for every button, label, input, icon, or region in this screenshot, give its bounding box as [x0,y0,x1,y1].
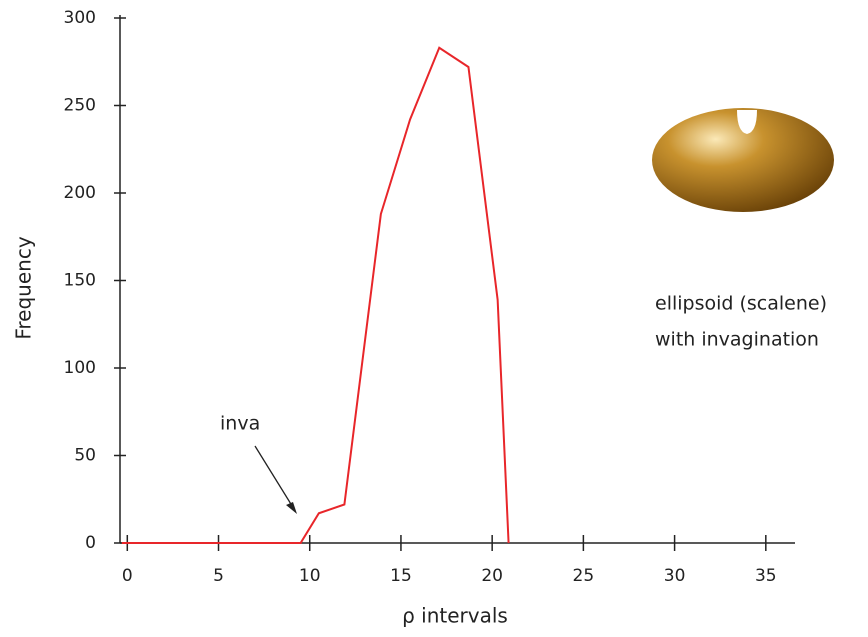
x-tick-label: 10 [299,566,321,586]
data-line [122,48,509,543]
chart: Frequency ρ intervals inva ellipsoid (sc… [0,0,868,637]
y-tick-label: 200 [64,183,96,203]
x-tick-label: 35 [755,566,777,586]
x-axis-title: ρ intervals [402,604,508,628]
x-tick-label: 30 [664,566,686,586]
ellipsoid-illustration [652,108,834,212]
x-tick-label: 15 [390,566,412,586]
x-tick-label: 20 [481,566,503,586]
annotation: inva [220,413,260,435]
y-tick-label: 50 [74,446,96,466]
annotation: with invagination [655,329,819,351]
x-tick-label: 5 [213,566,224,586]
annotation-arrow [255,446,297,514]
x-tick-label: 0 [122,566,133,586]
y-tick-label: 250 [64,96,96,116]
annotation: ellipsoid (scalene) [655,293,827,315]
y-tick-label: 0 [85,533,96,553]
y-axis-title: Frequency [12,236,36,339]
x-tick-label: 25 [573,566,595,586]
y-tick-label: 300 [64,8,96,28]
y-tick-label: 100 [64,358,96,378]
y-tick-label: 150 [64,271,96,291]
